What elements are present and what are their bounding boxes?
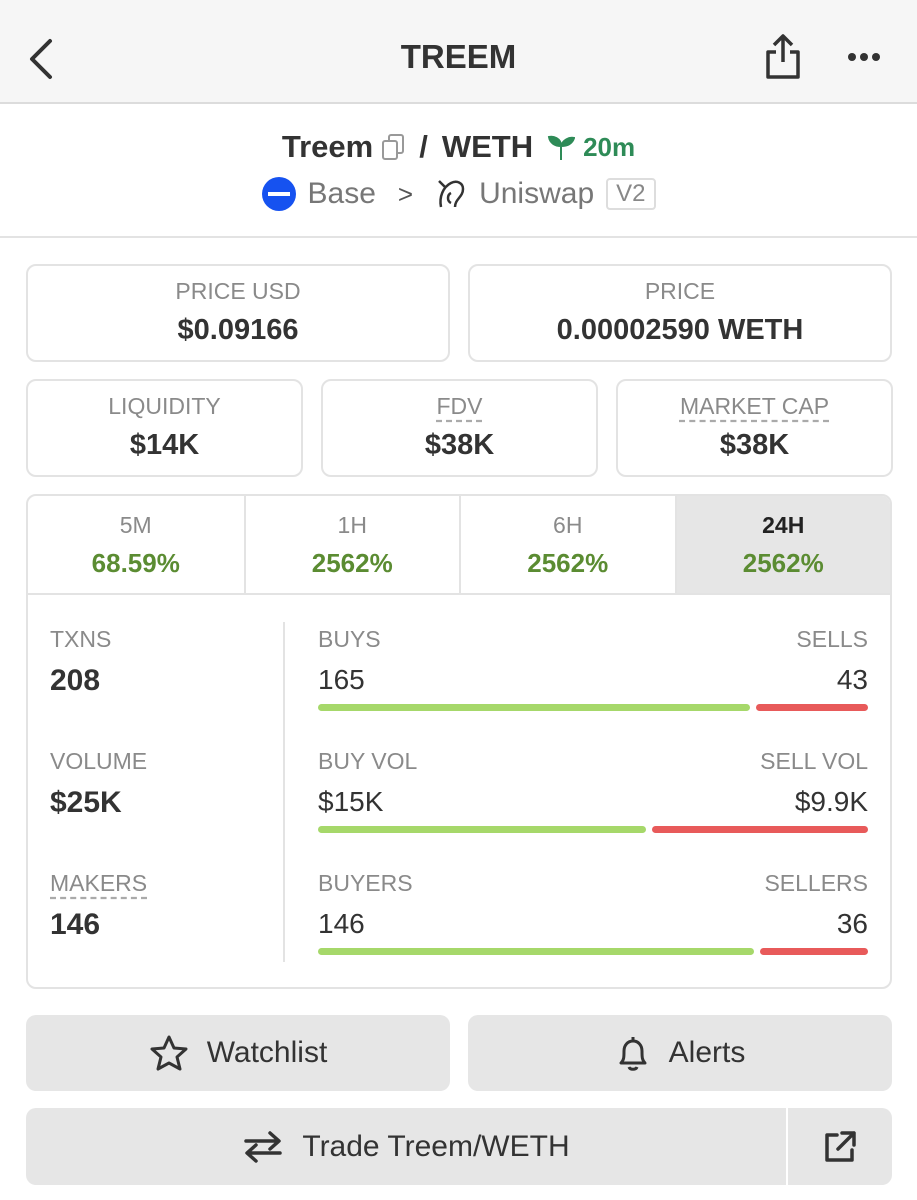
timeframe-change: 68.59%: [91, 548, 180, 578]
stat-label: MAKERS: [50, 870, 148, 896]
watchlist-button[interactable]: Watchlist: [26, 1015, 450, 1091]
dex-name: Uniswap: [479, 177, 595, 210]
watchlist-label: Watchlist: [206, 1036, 328, 1069]
external-icon: [825, 1130, 856, 1162]
card-value: 0.00002590 WETH: [556, 314, 804, 346]
timeframe-tab[interactable]: 5M 68.59%: [28, 496, 244, 593]
buy-bar: [318, 948, 755, 955]
buy-bar: [318, 826, 646, 833]
timeframe-label: 1H: [337, 512, 367, 538]
card-label: PRICE USD: [175, 278, 301, 304]
card-value: $14K: [129, 429, 200, 461]
stat-value: 146: [50, 908, 101, 941]
chain-name: Base: [307, 177, 376, 210]
buy-value: $15K: [318, 786, 384, 817]
stat-value: $25K: [50, 786, 122, 819]
stat-label: TXNS: [50, 626, 112, 652]
quote-token: WETH: [441, 129, 534, 164]
chain-row: Base > Uniswap V2: [0, 172, 917, 216]
timeframe-tabs: 5M 68.59% 1H 2562% 6H 2562% 24H 2562%: [28, 496, 890, 595]
info-card: FDV $38K: [321, 379, 598, 477]
card-label: LIQUIDITY: [108, 393, 221, 419]
buy-value: 146: [318, 908, 365, 939]
info-card: PRICE USD $0.09166: [26, 264, 450, 362]
stats-panel: 5M 68.59% 1H 2562% 6H 2562% 24H 2562% TXNS 208 BU…: [26, 494, 892, 989]
timeframe-change: 2562%: [311, 548, 393, 578]
info-card: MARKET CAP $38K: [616, 379, 893, 477]
card-value: $0.09166: [177, 314, 299, 346]
sprout-icon: [547, 135, 576, 160]
sell-value: 43: [836, 664, 868, 695]
sell-label: SELLS: [796, 626, 868, 652]
dex-version: V2: [606, 178, 656, 210]
buy-label: BUYERS: [318, 870, 413, 896]
dex-icon: [438, 180, 465, 208]
sell-value: $9.9K: [794, 786, 868, 817]
buy-value: 165: [318, 664, 365, 695]
card-value: $38K: [424, 429, 495, 461]
timeframe-tab[interactable]: 24H 2562%: [674, 496, 890, 593]
stat-label: VOLUME: [50, 748, 148, 774]
copy-icon[interactable]: [381, 133, 405, 161]
timeframe-change: 2562%: [742, 548, 824, 578]
info-card: LIQUIDITY $14K: [26, 379, 303, 477]
alerts-label: Alerts: [668, 1036, 746, 1069]
back-button[interactable]: [26, 38, 56, 80]
timeframe-change: 2562%: [527, 548, 609, 578]
divider: [0, 236, 917, 238]
trade-button[interactable]: Trade Treem/WETH: [26, 1108, 786, 1185]
trade-label: Trade Treem/WETH: [302, 1129, 570, 1163]
sell-label: SELL VOL: [760, 748, 868, 774]
swap-icon: [244, 1130, 283, 1163]
info-card: PRICE 0.00002590 WETH: [468, 264, 892, 362]
pair-separator: /: [419, 129, 428, 164]
bell-icon: [619, 1037, 647, 1071]
alerts-button[interactable]: Alerts: [468, 1015, 892, 1091]
timeframe-tab[interactable]: 1H 2562%: [243, 496, 460, 593]
sell-bar: [755, 704, 868, 711]
sell-value: 36: [836, 908, 868, 939]
timeframe-label: 24H: [762, 512, 805, 538]
buy-bar: [318, 704, 750, 711]
top-bar: TREEM: [0, 0, 917, 104]
more-button[interactable]: [846, 50, 884, 64]
sell-bar: [651, 826, 868, 833]
star-icon: [150, 1035, 188, 1071]
stat-value: 208: [50, 664, 101, 697]
card-label: PRICE: [644, 278, 716, 304]
chain-arrow: >: [397, 178, 414, 209]
card-value: $38K: [719, 429, 790, 461]
pair-row: Treem / WETH 20m: [0, 126, 917, 168]
buy-label: BUYS: [318, 626, 381, 652]
timeframe-label: 5M: [119, 512, 152, 538]
sell-bar: [760, 948, 868, 955]
buy-label: BUY VOL: [318, 748, 418, 774]
share-button[interactable]: [764, 32, 802, 80]
chain-icon: [261, 177, 296, 211]
base-token: Treem: [281, 129, 374, 164]
card-label: FDV: [436, 393, 483, 419]
timeframe-label: 6H: [553, 512, 583, 538]
pair-age: 20m: [583, 131, 636, 162]
card-label: MARKET CAP: [679, 393, 830, 419]
sell-label: SELLERS: [764, 870, 868, 896]
page-title: TREEM: [400, 38, 517, 75]
stats-divider: [283, 622, 285, 962]
open-external-button[interactable]: [788, 1108, 892, 1185]
timeframe-tab[interactable]: 6H 2562%: [459, 496, 675, 593]
